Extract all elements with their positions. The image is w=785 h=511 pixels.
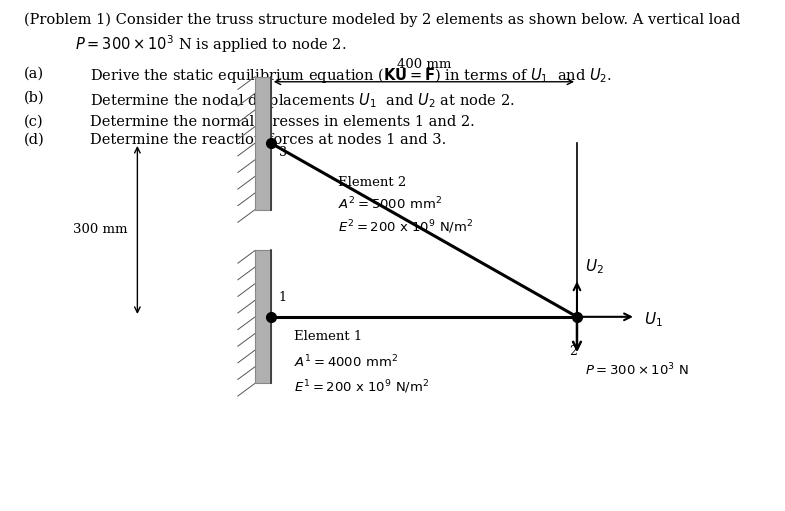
Text: Derive the static equilibrium equation ($\mathbf{KU}=\mathbf{F}$) in terms of $U: Derive the static equilibrium equation (…	[90, 66, 612, 85]
Bar	[255, 77, 271, 210]
Text: Determine the nodal displacements $U_1$  and $U_2$ at node 2.: Determine the nodal displacements $U_1$ …	[90, 91, 515, 110]
Text: (a): (a)	[24, 66, 44, 80]
Text: Determine the reaction forces at nodes 1 and 3.: Determine the reaction forces at nodes 1…	[90, 133, 447, 147]
Text: 3: 3	[279, 146, 287, 158]
Text: 1: 1	[279, 291, 287, 304]
Text: Element 2: Element 2	[338, 176, 406, 189]
Text: Determine the normal stresses in elements 1 and 2.: Determine the normal stresses in element…	[90, 115, 475, 129]
Text: $E^1 = 200\ \mathrm{x}\ 10^9\ \mathrm{N/m}^2$: $E^1 = 200\ \mathrm{x}\ 10^9\ \mathrm{N/…	[294, 379, 429, 396]
Text: Element 1: Element 1	[294, 330, 363, 342]
Text: $U_1$: $U_1$	[644, 310, 663, 329]
Text: 2: 2	[569, 345, 577, 358]
Text: $U_2$: $U_2$	[585, 257, 604, 276]
Text: 300 mm: 300 mm	[74, 223, 128, 237]
Text: $P=300\times10^3\ \mathrm{N}$: $P=300\times10^3\ \mathrm{N}$	[585, 361, 688, 378]
Text: $A^2 = 5000\ \mathrm{mm}^2$: $A^2 = 5000\ \mathrm{mm}^2$	[338, 196, 441, 213]
Bar	[255, 250, 271, 383]
Text: (Problem 1) Consider the truss structure modeled by 2 elements as shown below. A: (Problem 1) Consider the truss structure…	[24, 13, 740, 27]
Text: $P=300\times10^3$ N is applied to node 2.: $P=300\times10^3$ N is applied to node 2…	[75, 33, 346, 55]
Text: (c): (c)	[24, 115, 43, 129]
Text: (b): (b)	[24, 91, 44, 105]
Text: 400 mm: 400 mm	[396, 58, 451, 71]
Text: (d): (d)	[24, 133, 44, 147]
Text: $E^2 = 200\ \mathrm{x}\ 10^9\ \mathrm{N/m}^2$: $E^2 = 200\ \mathrm{x}\ 10^9\ \mathrm{N/…	[338, 219, 473, 236]
Text: $A^1 = 4000\ \mathrm{mm}^2$: $A^1 = 4000\ \mathrm{mm}^2$	[294, 354, 398, 370]
